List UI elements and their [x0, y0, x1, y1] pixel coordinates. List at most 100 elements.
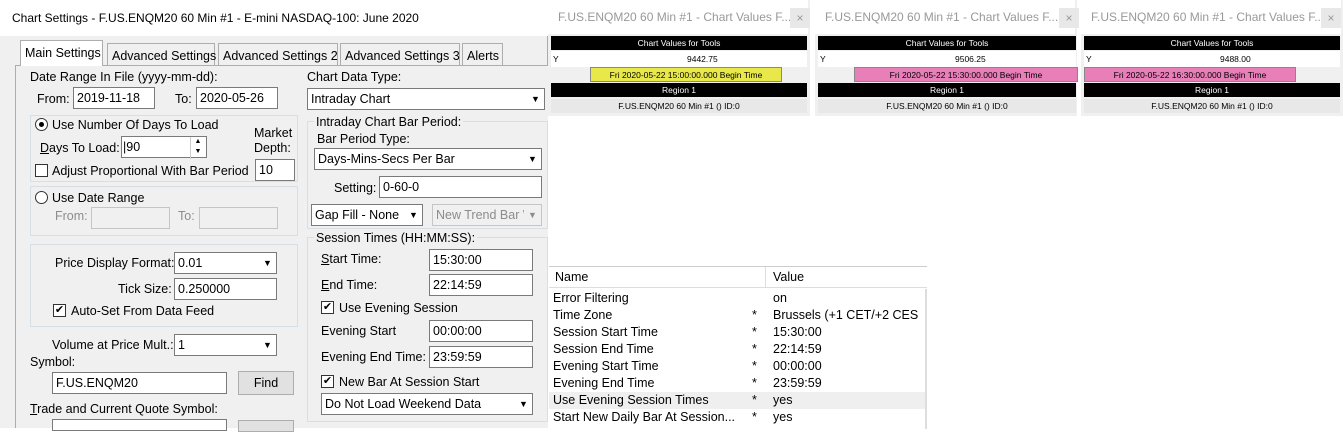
symbol-label: Symbol: [30, 355, 76, 369]
grid-row-evening-end-time[interactable]: Evening End Time * 23:59:59 [549, 375, 927, 392]
settings-property-grid: Name Value Error Filtering on Time Zone … [549, 266, 927, 429]
spin-down-icon[interactable]: ▼ [194, 148, 202, 155]
tab-main-settings[interactable]: Main Settings [20, 40, 103, 66]
price-format-select[interactable]: 0.01 ▼ [174, 252, 277, 274]
use-date-range-radio[interactable] [35, 191, 48, 204]
trade-quote-find-button[interactable] [238, 420, 294, 432]
y-label: Y [553, 54, 559, 64]
row-value[interactable]: 00:00:00 [773, 359, 822, 373]
grid-row-start-new-daily-bar[interactable]: Start New Daily Bar At Session... * yes [549, 409, 927, 426]
chart-values-window-1: F.US.ENQM20 60 Min #1 - Chart Values F..… [548, 0, 810, 116]
use-date-range-label: Use Date Range [52, 191, 145, 205]
start-time-input[interactable]: 15:30:00 [429, 249, 533, 271]
grid-row-session-end-time[interactable]: Session End Time * 22:14:59 [549, 341, 927, 358]
bar-period-type-label: Bar Period Type: [317, 132, 410, 146]
row-name: Use Evening Session Times [553, 393, 709, 407]
tick-size-input[interactable]: 0.250000 [174, 278, 277, 300]
market-depth-label-2: Depth: [254, 141, 291, 155]
row-value[interactable]: 23:59:59 [773, 376, 822, 390]
tab-advanced-settings-2[interactable]: Advanced Settings 2 [218, 43, 338, 65]
y-label: Y [820, 54, 826, 64]
evening-end-label: Evening End Time: [321, 350, 426, 364]
begin-time-cell: Fri 2020-05-22 16:30:00.000 Begin Time [1084, 67, 1296, 82]
grid-row-time-zone[interactable]: Time Zone * Brussels (+1 CET/+2 CES [549, 307, 927, 324]
value-column-header[interactable]: Value [773, 270, 805, 284]
chart-values-title: F.US.ENQM20 60 Min #1 - Chart Values F..… [1081, 0, 1341, 34]
session-group-label: Session Times (HH:MM:SS): [314, 231, 478, 245]
y-value: 9442.75 [687, 54, 718, 64]
grid-row-error-filtering[interactable]: Error Filtering on [549, 290, 927, 307]
trade-quote-symbol-label: Trade and Current Quote Symbol: [30, 402, 218, 416]
days-spinner[interactable]: ▲ ▼ [190, 137, 205, 159]
days-to-load-label: Days To Load: [40, 141, 120, 155]
row-value[interactable]: on [773, 291, 787, 305]
new-bar-session-start-label: New Bar At Session Start [339, 375, 480, 389]
bar-period-type-select[interactable]: Days-Mins-Secs Per Bar ▼ [314, 148, 542, 170]
evening-end-input[interactable]: 23:59:59 [429, 346, 533, 368]
tab-advanced-settings[interactable]: Advanced Settings [107, 43, 216, 65]
name-column-header[interactable]: Name [555, 270, 589, 284]
use-evening-session-checkbox[interactable]: ✔ [321, 301, 334, 314]
tab-alerts[interactable]: Alerts [462, 43, 503, 65]
grid-scrollbar[interactable] [925, 289, 927, 429]
weekend-data-select[interactable]: Do Not Load Weekend Data ▼ [321, 393, 533, 415]
chart-values-footer: F.US.ENQM20 60 Min #1 () ID:0 [551, 99, 807, 113]
close-icon[interactable]: × [1059, 8, 1079, 28]
use-days-radio[interactable] [35, 118, 48, 131]
begin-time-cell: Fri 2020-05-22 15:30:00.000 Begin Time [854, 67, 1078, 82]
volume-mult-select[interactable]: 1 ▼ [174, 334, 277, 356]
new-trend-bar-select[interactable]: New Trend Bar W ▼ [432, 204, 542, 226]
date-range-to-input[interactable] [199, 207, 278, 229]
setting-label: Setting: [334, 181, 377, 195]
evening-start-input[interactable]: 00:00:00 [429, 320, 533, 342]
trade-quote-symbol-input[interactable] [52, 419, 227, 431]
row-value[interactable]: yes [773, 410, 793, 424]
row-modified-marker: * [752, 393, 757, 407]
row-value[interactable]: yes [773, 393, 793, 407]
chevron-down-icon: ▼ [515, 394, 532, 414]
row-modified-marker: * [752, 325, 757, 339]
y-value: 9488.00 [1220, 54, 1251, 64]
setting-input[interactable]: 0-60-0 [379, 176, 542, 198]
market-depth-label-1: Market [254, 126, 293, 140]
use-evening-session-label: Use Evening Session [339, 301, 458, 315]
column-divider[interactable] [765, 267, 766, 288]
chart-values-y-row: Y 9506.25 [818, 51, 1076, 67]
date-range-from-input[interactable] [91, 207, 170, 229]
grid-row-session-start-time[interactable]: Session Start Time * 15:30:00 [549, 324, 927, 341]
row-value[interactable]: 22:14:59 [773, 342, 822, 356]
date-range-label: Date Range In File (yyyy-mm-dd): [30, 70, 218, 84]
end-time-input[interactable]: 22:14:59 [429, 274, 533, 296]
tab-advanced-settings-3[interactable]: Advanced Settings 3 [340, 43, 460, 65]
row-value[interactable]: Brussels (+1 CET/+2 CES [773, 308, 919, 322]
grid-row-use-evening-session-times[interactable]: Use Evening Session Times * yes [549, 392, 927, 409]
close-icon[interactable]: × [1321, 8, 1341, 28]
row-name: Session Start Time [553, 325, 658, 339]
region-label: Region 1 [818, 83, 1076, 97]
spin-up-icon[interactable]: ▲ [194, 138, 202, 145]
find-button[interactable]: Find [238, 371, 294, 395]
new-bar-session-start-checkbox[interactable]: ✔ [321, 375, 334, 388]
market-depth-input[interactable]: 10 [255, 159, 295, 181]
gap-fill-select[interactable]: Gap Fill - None ▼ [311, 204, 423, 226]
row-name: Start New Daily Bar At Session... [553, 410, 736, 424]
chevron-down-icon: ▼ [524, 149, 541, 169]
row-name: Session End Time [553, 342, 654, 356]
row-value[interactable]: 15:30:00 [773, 325, 822, 339]
chart-values-title: F.US.ENQM20 60 Min #1 - Chart Values F..… [548, 0, 808, 34]
days-to-load-group [30, 115, 298, 182]
to-date-input[interactable]: 2020-05-26 [196, 87, 278, 109]
chart-data-type-select[interactable]: Intraday Chart ▼ [307, 88, 545, 110]
auto-set-checkbox[interactable]: ✔ [53, 304, 66, 317]
symbol-input[interactable]: F.US.ENQM20 [52, 372, 227, 394]
chart-values-y-row: Y 9488.00 [1084, 51, 1340, 67]
chevron-down-icon: ▼ [405, 205, 422, 225]
grid-row-evening-start-time[interactable]: Evening Start Time * 00:00:00 [549, 358, 927, 375]
adjust-proportional-checkbox[interactable] [35, 164, 48, 177]
from-date-input[interactable]: 2019-11-18 [73, 87, 155, 109]
days-to-load-input[interactable]: |90 [121, 136, 207, 158]
close-icon[interactable]: × [790, 8, 810, 28]
row-modified-marker: * [752, 359, 757, 373]
row-modified-marker: * [752, 376, 757, 390]
chart-settings-dialog: Chart Settings - F.US.ENQM20 60 Min #1 -… [0, 0, 548, 432]
